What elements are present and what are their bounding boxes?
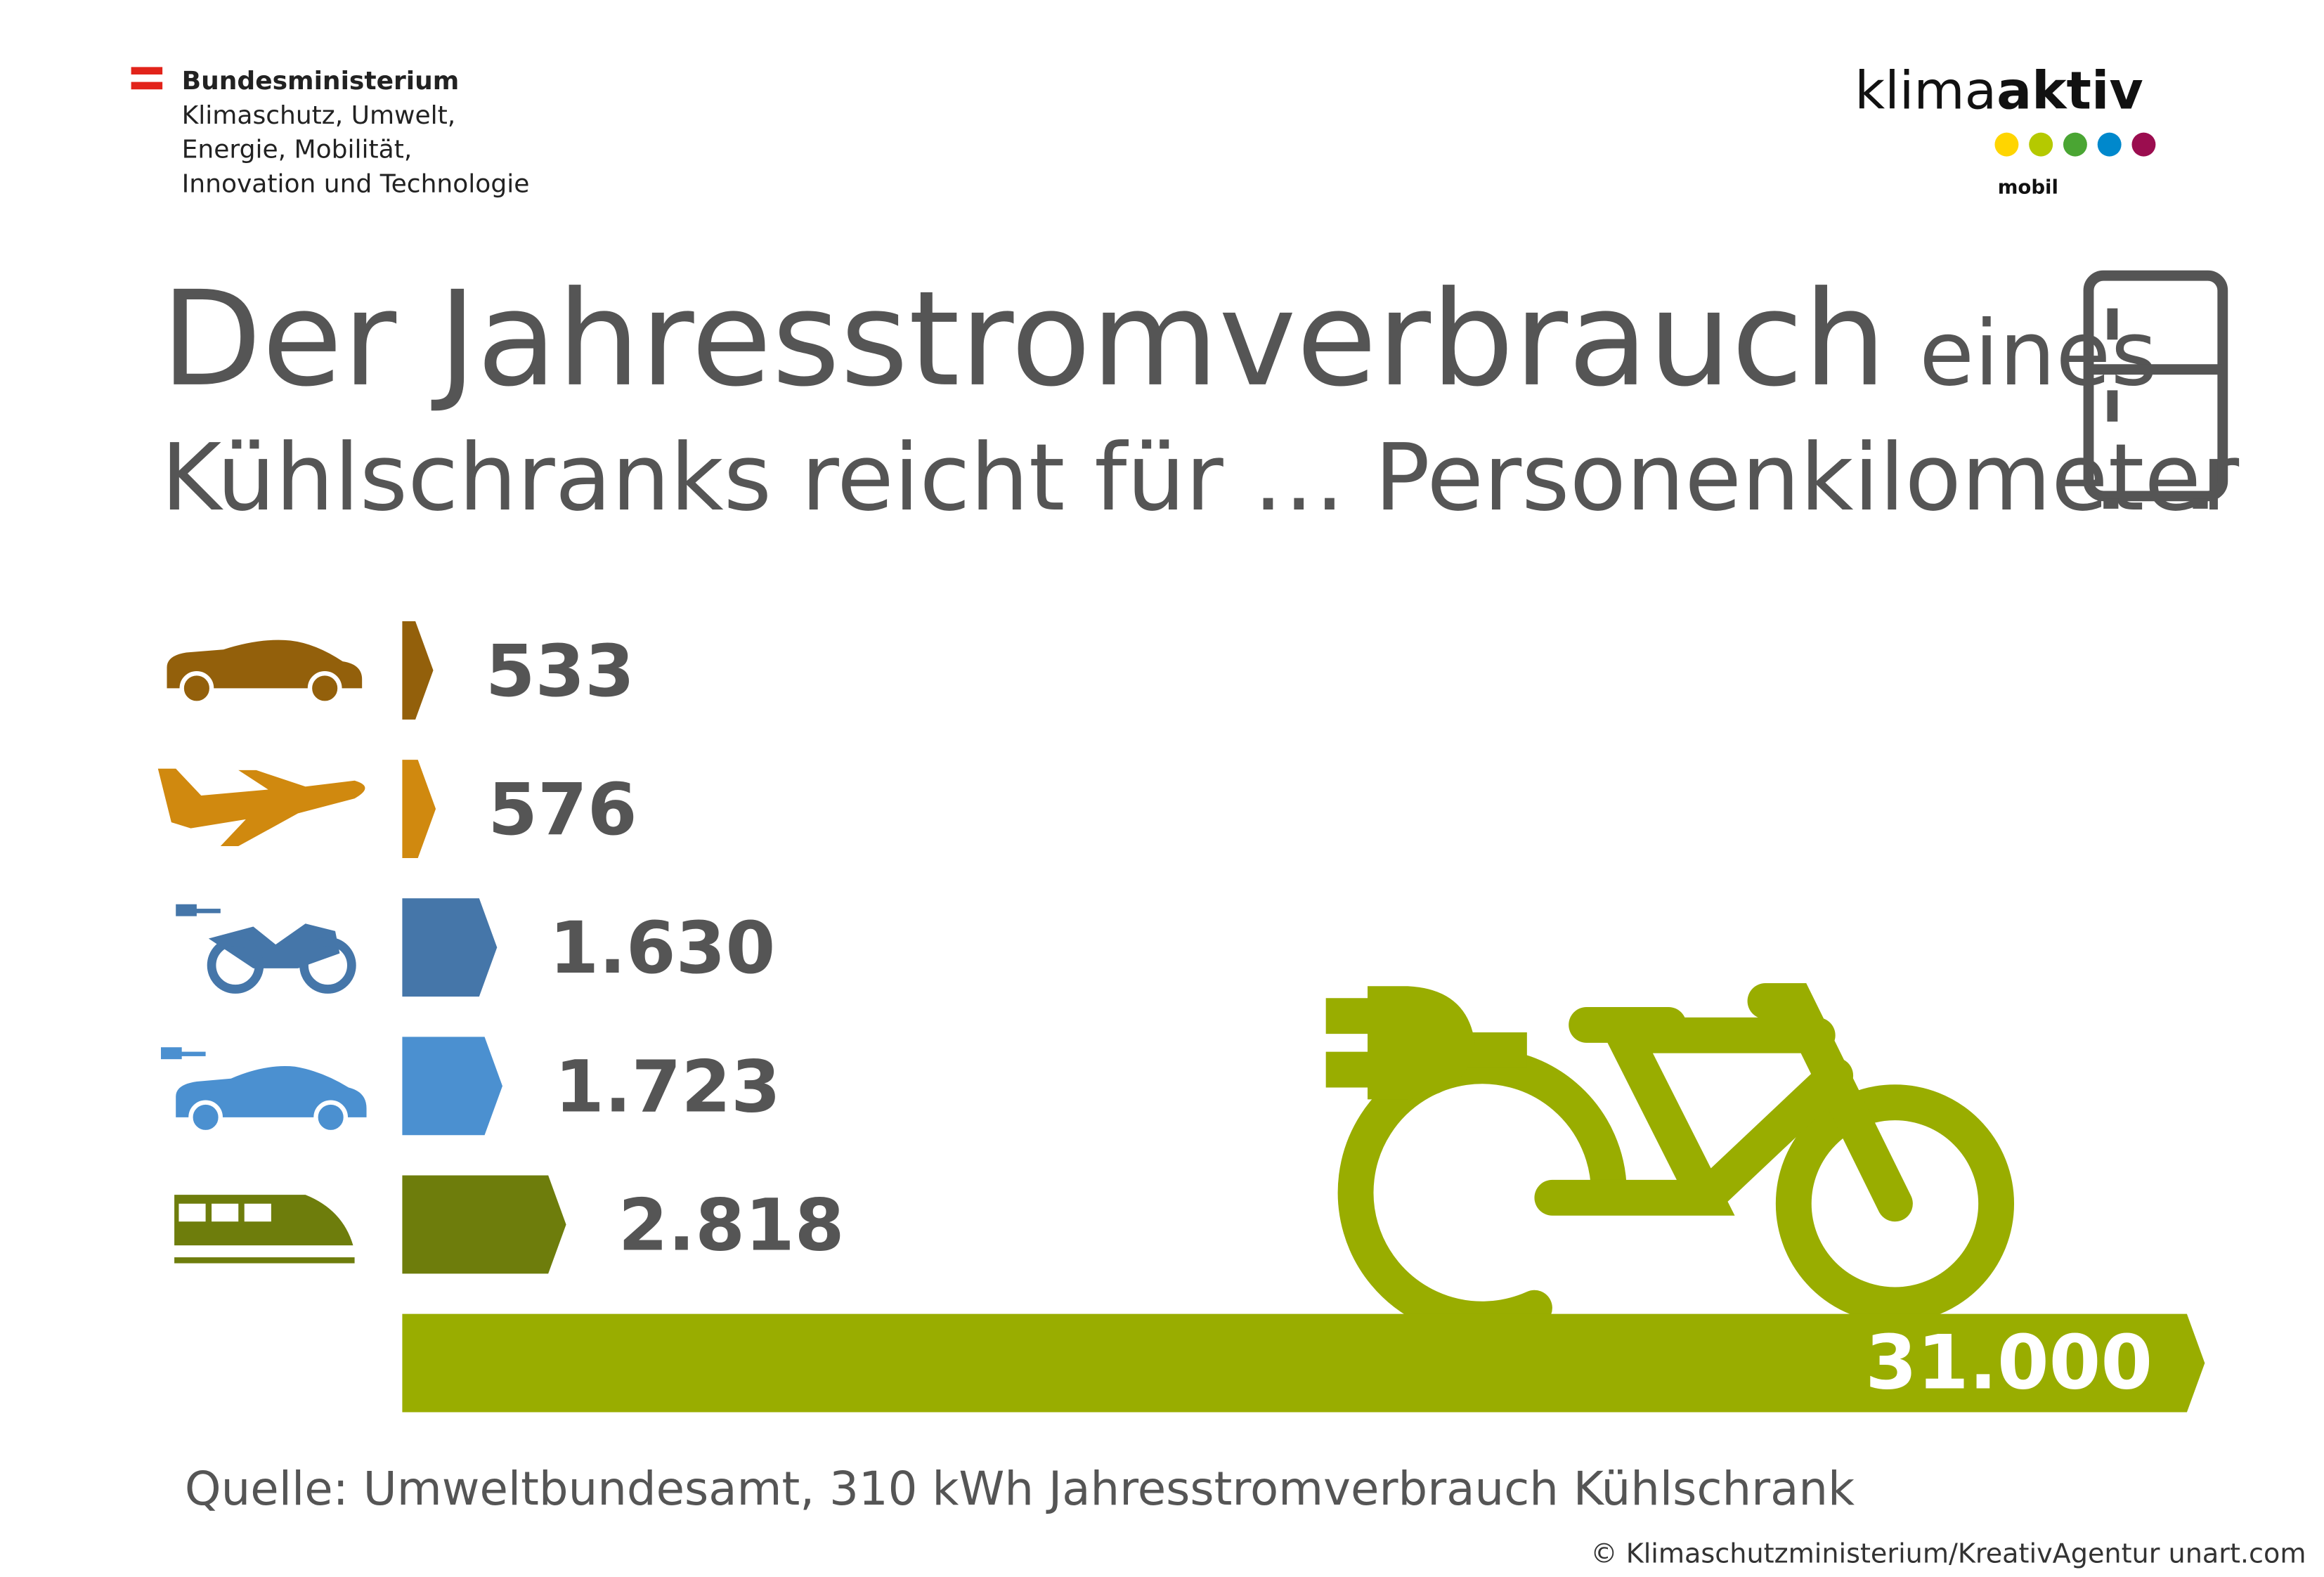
ministry-logo: Bundesministerium Klimaschutz, Umwelt, E… <box>131 67 530 198</box>
bar <box>402 760 436 858</box>
emotorbike-icon <box>176 904 356 994</box>
logo-sub: mobil <box>1998 176 2058 199</box>
plane-icon <box>157 768 365 847</box>
value-label: 533 <box>486 630 635 713</box>
chart-title: Der Jahresstromverbrauch eines <box>161 263 2157 415</box>
klimaaktiv-logo: klimaaktiv mobil <box>1855 61 2156 199</box>
logo-dot <box>1994 132 2019 157</box>
ministry-line: Klimaschutz, Umwelt, <box>182 101 456 130</box>
value-label: 576 <box>488 768 637 851</box>
logo-dot <box>2063 132 2087 157</box>
logo-dot <box>2029 132 2053 157</box>
flag-stripe <box>131 67 163 74</box>
bar <box>402 621 434 720</box>
plug-icon <box>1368 986 1475 1100</box>
fridge-icon <box>2083 270 2228 509</box>
title-suffix: eines <box>1919 301 2157 405</box>
chart-subtitle: Kühlschranks reicht für … Personenkilome… <box>161 424 2240 531</box>
bar <box>402 1175 566 1274</box>
logo-dot <box>2131 132 2156 157</box>
value-label: 1.630 <box>549 907 775 989</box>
ecar-icon <box>161 1047 367 1135</box>
logo-dot <box>2097 132 2122 157</box>
bar <box>402 898 498 997</box>
ministry-line: Innovation und Technologie <box>182 169 530 198</box>
copyright: © Klimaschutzministerium/KreativAgentur … <box>1590 1538 2306 1569</box>
logo-part: aktiv <box>1997 61 2143 122</box>
ebike-icon <box>1325 983 2015 1337</box>
value-label: 31.000 <box>1865 1320 2153 1406</box>
bar <box>402 1037 502 1136</box>
flag-stripe <box>131 82 163 90</box>
car-icon <box>167 640 363 706</box>
logo-part: klima <box>1855 61 1997 122</box>
bars: 533 576 1.630 1.723 2.818 31.000 <box>402 621 2205 1413</box>
train-icon <box>174 1195 355 1264</box>
logo-text: klimaaktiv <box>1855 61 2143 122</box>
value-label: 2.818 <box>618 1183 845 1266</box>
ministry-line: Bundesministerium <box>182 67 460 96</box>
source-note: Quelle: Umweltbundesamt, 310 kWh Jahress… <box>185 1462 1855 1516</box>
title-main: Der Jahresstromverbrauch <box>161 263 1886 415</box>
bar <box>402 1313 2205 1413</box>
ministry-line: Energie, Mobilität, <box>182 136 413 164</box>
value-label: 1.723 <box>554 1045 781 1128</box>
